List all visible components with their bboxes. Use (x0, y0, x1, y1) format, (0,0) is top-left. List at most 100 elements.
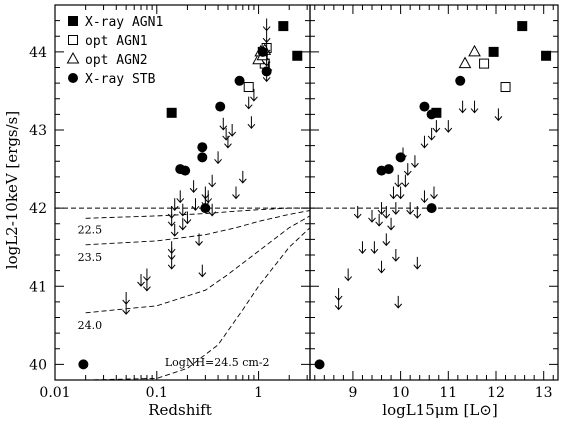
data-point (78, 359, 89, 370)
data-point (197, 142, 208, 153)
nh-curve-label: 22.5 (78, 223, 103, 236)
data-point (458, 56, 472, 69)
data-point (382, 233, 391, 247)
data-point (430, 186, 438, 200)
data-point (247, 116, 256, 129)
data-point (201, 194, 210, 208)
data-point (208, 174, 217, 188)
x-axis-label-right: logL15μm [L⊙] (382, 401, 497, 419)
nh-curve (85, 215, 311, 314)
data-point (411, 155, 419, 169)
nh-curve-label: 23.5 (78, 251, 103, 264)
right-panel: 9 10 11 12 13 (309, 4, 559, 401)
data-point (426, 109, 437, 120)
data-point (191, 198, 200, 211)
data-point (180, 165, 191, 176)
data-point (470, 100, 479, 114)
data-point (314, 359, 325, 370)
data-point (214, 151, 222, 165)
data-point (420, 190, 429, 204)
nh-curve (85, 210, 311, 246)
data-point (479, 58, 490, 69)
data-point (204, 190, 213, 204)
data-point (377, 202, 386, 215)
x-tick-label: 1 (254, 385, 263, 401)
data-point (262, 18, 271, 32)
data-point (375, 213, 384, 227)
x-axis-label-left: Redshift (148, 401, 212, 419)
data-point (257, 46, 268, 57)
data-point (264, 61, 273, 75)
nh-curve-label: LogNH=24.5 cm-2 (165, 356, 270, 369)
data-point (166, 107, 177, 118)
data-point (432, 120, 441, 133)
nh-curve (85, 227, 311, 381)
legend-marker (66, 51, 80, 64)
data-point (278, 21, 289, 32)
x-tick-label: 9 (348, 385, 357, 401)
data-point (198, 264, 207, 278)
y-tick-label: 42 (29, 201, 47, 217)
data-point (382, 206, 391, 219)
data-point (122, 302, 131, 315)
y-axis-label: logL2-10keV [ergs/s] (3, 111, 21, 269)
x-tick-label: 10 (392, 385, 410, 401)
data-point (455, 75, 466, 86)
data-point (394, 174, 403, 188)
data-point (399, 147, 407, 161)
data-point (262, 53, 271, 67)
x-tick-label: 0.1 (146, 385, 168, 401)
data-point (420, 135, 429, 149)
data-point (215, 101, 226, 112)
data-point (500, 82, 511, 93)
y-tick-label: 41 (29, 279, 47, 295)
data-point (431, 107, 442, 118)
plot-frame (309, 4, 559, 381)
data-point (178, 217, 187, 231)
data-point (228, 124, 237, 137)
data-point (334, 297, 343, 311)
data-point (396, 186, 405, 200)
data-point (426, 203, 437, 214)
y-tick-label: 44 (29, 45, 47, 61)
data-point (195, 233, 203, 247)
data-point (167, 213, 176, 227)
data-point (468, 44, 481, 57)
data-point (238, 170, 247, 184)
data-point (494, 108, 503, 122)
x-tick-label: 12 (487, 385, 505, 401)
data-point (189, 180, 198, 194)
data-point (541, 50, 552, 61)
legend: X-ray AGN1 opt AGN1 opt AGN2 X-ray STB (66, 15, 163, 87)
data-point (143, 278, 151, 292)
data-point (389, 186, 398, 200)
legend-marker (68, 73, 78, 83)
data-point (183, 211, 192, 225)
data-point (137, 274, 145, 287)
legend-label: X-ray STB (85, 72, 156, 87)
x-tick-label: 11 (439, 385, 457, 401)
data-point (232, 186, 240, 200)
data-point (219, 117, 228, 131)
data-point (234, 75, 245, 86)
data-point (176, 190, 185, 204)
data-point (170, 224, 179, 237)
legend-label: opt AGN2 (85, 53, 148, 68)
data-point (394, 295, 403, 309)
data-point (391, 249, 400, 262)
data-point (208, 203, 217, 217)
x-tick-label: 13 (535, 385, 553, 401)
data-point (413, 206, 422, 219)
data-point (170, 198, 179, 211)
data-point (200, 203, 211, 214)
data-point (197, 152, 208, 163)
data-point (368, 209, 376, 223)
data-point (353, 206, 362, 219)
data-point (488, 46, 499, 57)
y-tick-label: 40 (29, 357, 47, 373)
data-point (444, 120, 453, 133)
data-point (406, 202, 415, 215)
data-point (391, 202, 400, 215)
data-point (222, 127, 231, 141)
